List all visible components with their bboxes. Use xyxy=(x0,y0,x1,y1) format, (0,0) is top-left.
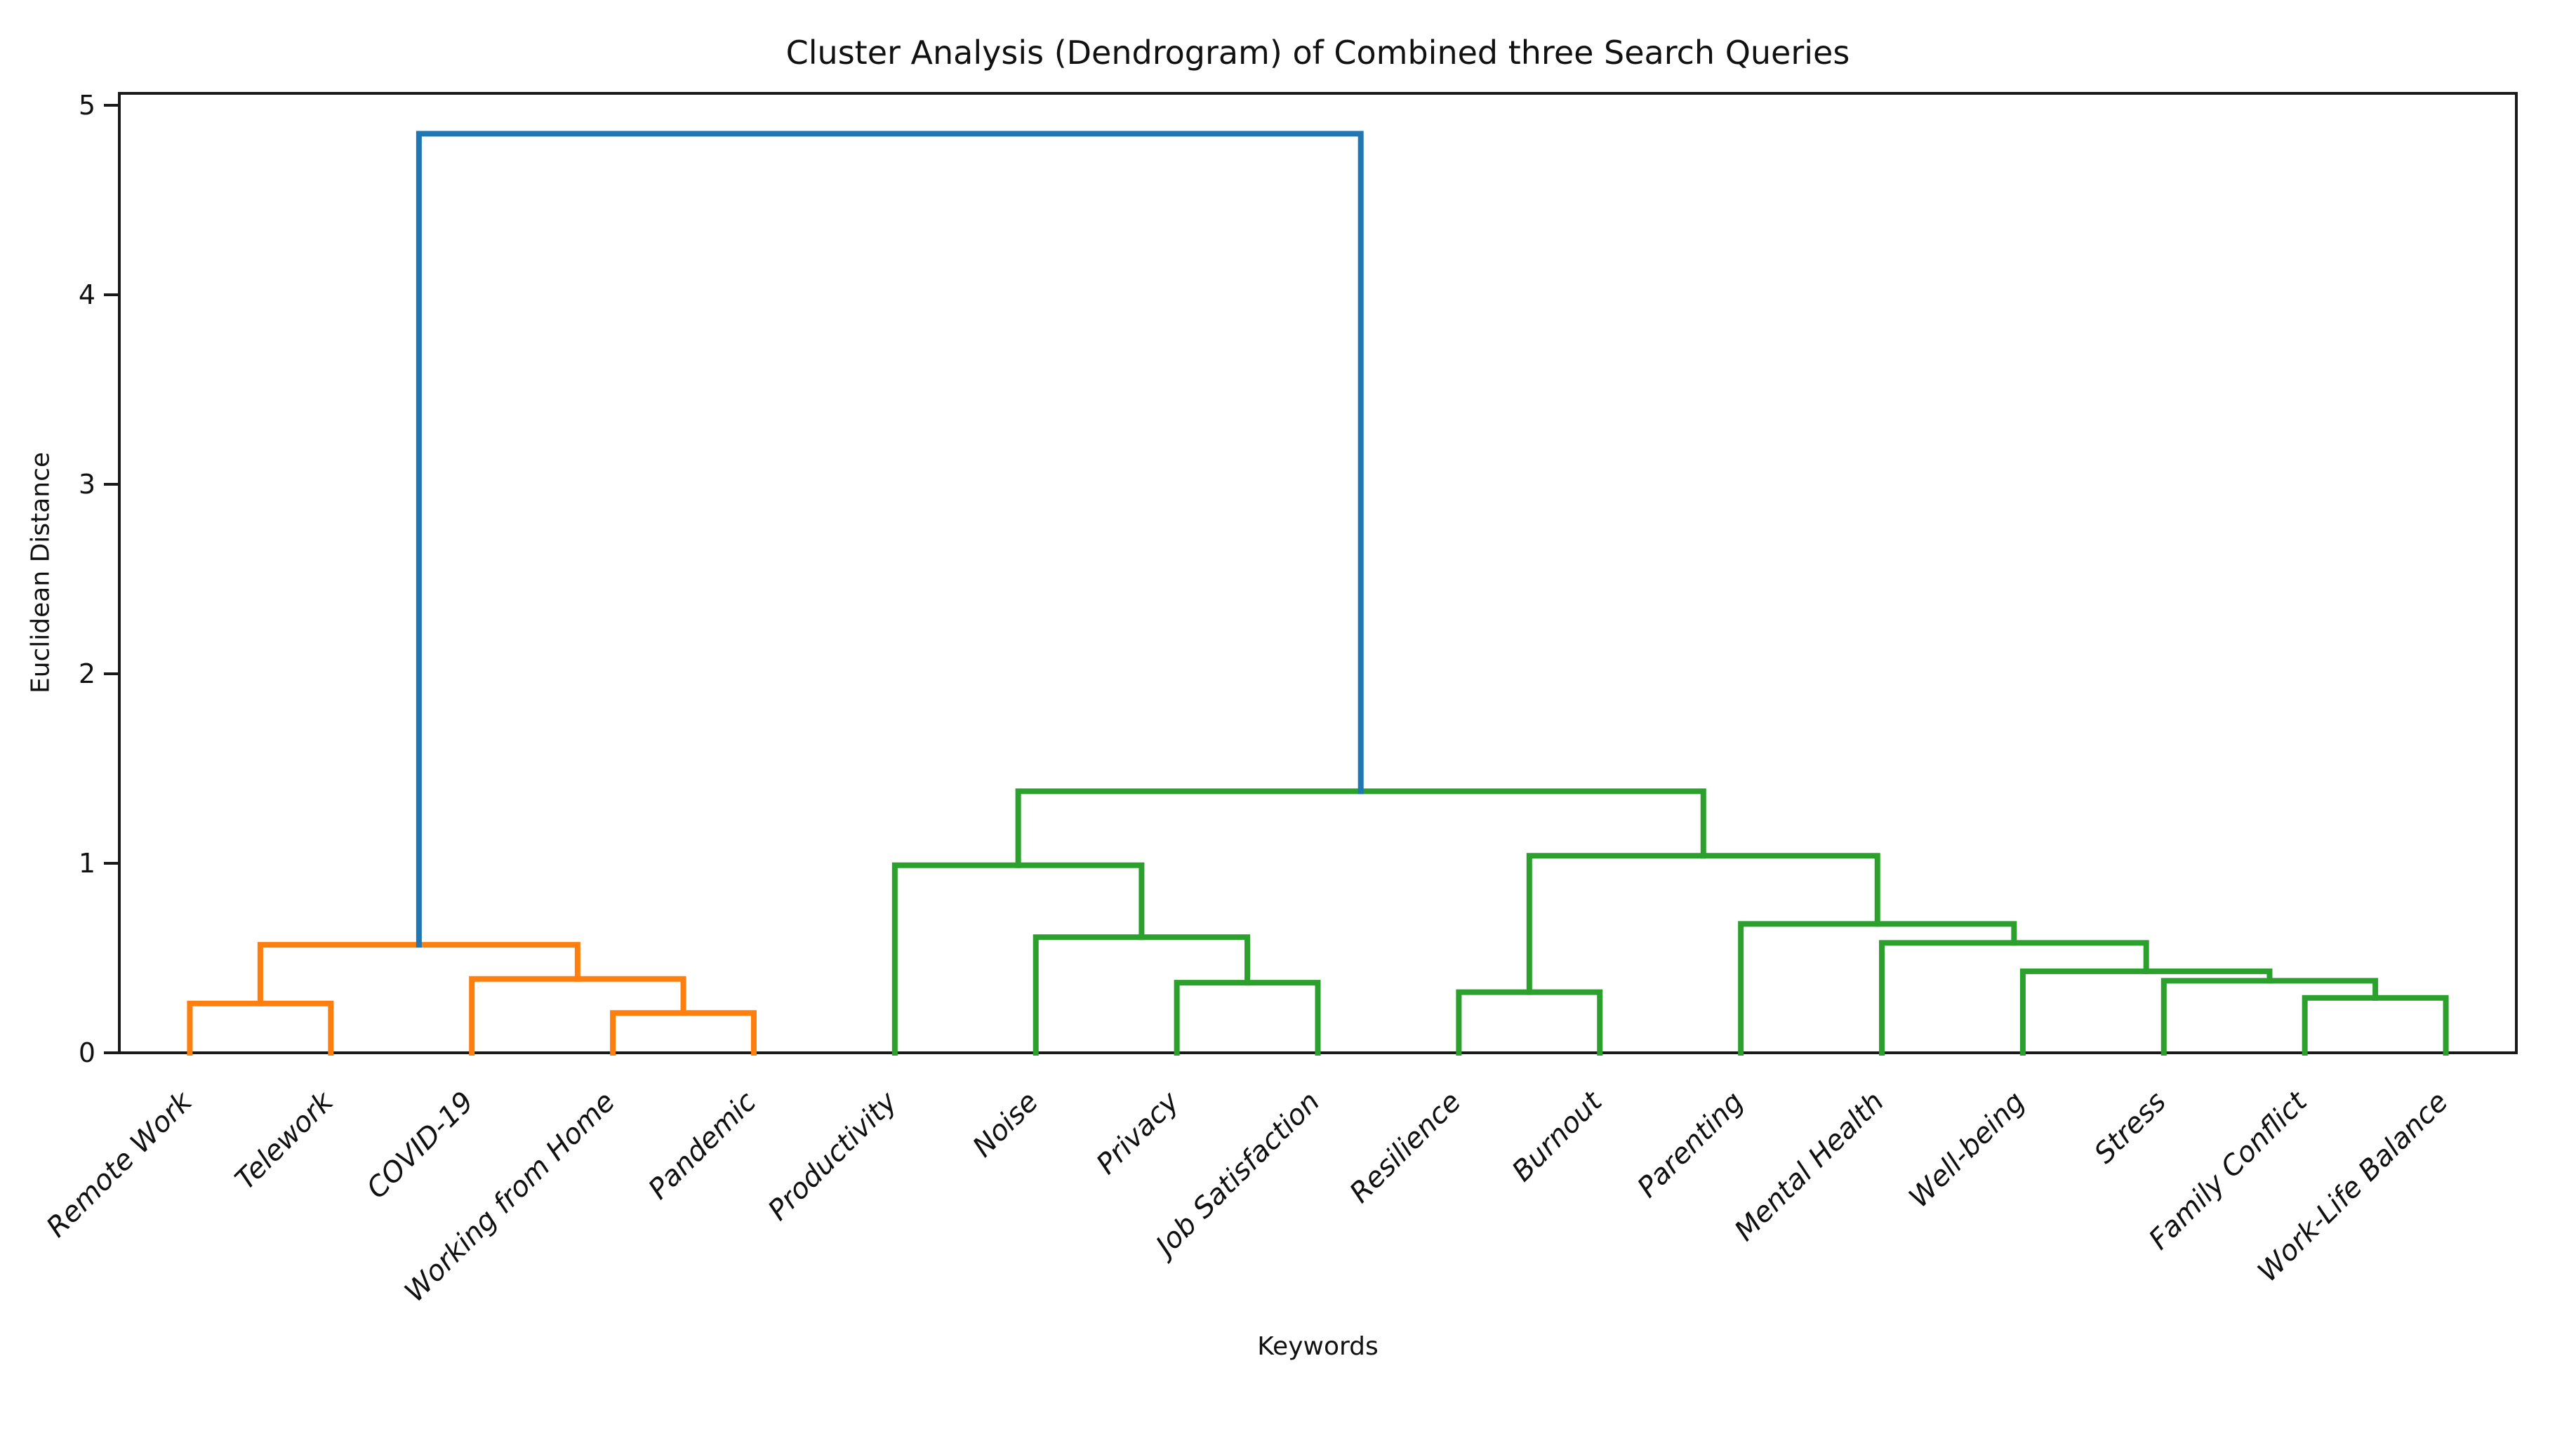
dendrogram-link-M9 xyxy=(2302,995,2449,1056)
dendrogram-link-M5 xyxy=(1174,980,1321,1056)
y-tick-label: 5 xyxy=(79,90,95,121)
chart-title: Cluster Analysis (Dendrogram) of Combine… xyxy=(785,34,1850,72)
dendrogram-link-M12 xyxy=(1879,940,2149,1056)
y-tick-label: 2 xyxy=(79,658,95,689)
plot-box xyxy=(118,92,2518,1054)
dendrogram-link-M3 xyxy=(469,976,686,1056)
x-axis-label: Keywords xyxy=(1257,1332,1379,1361)
y-tick-label: 3 xyxy=(79,469,95,500)
dendrogram-link-M2 xyxy=(610,1010,757,1056)
dendrogram-link-M1 xyxy=(187,1000,334,1056)
y-tick-label: 1 xyxy=(79,848,95,879)
dendrogram-link-M6 xyxy=(1033,934,1251,1056)
dendrogram-link-M7 xyxy=(891,862,1145,1056)
dendrogram-link-M16 xyxy=(416,131,1364,948)
dendrogram-link-M4 xyxy=(257,942,580,1006)
y-tick-label: 4 xyxy=(79,279,95,310)
dendrogram-link-M10 xyxy=(2160,978,2379,1056)
dendrogram-link-M8 xyxy=(1456,989,1603,1056)
y-tick-label: 0 xyxy=(79,1037,95,1068)
